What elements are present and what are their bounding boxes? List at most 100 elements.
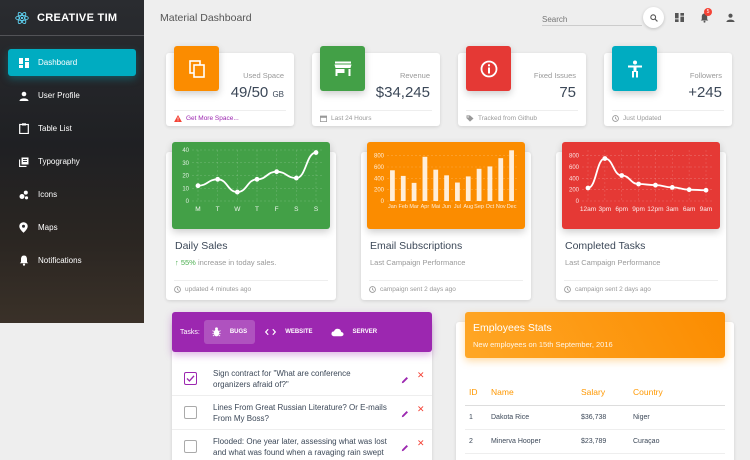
- person-icon: [726, 13, 735, 22]
- table-cell: $23,789: [577, 429, 629, 454]
- table-cell: Minerva Hooper: [487, 429, 577, 454]
- stat-value: 49/50 GB: [230, 84, 284, 101]
- sidebar-item-notifications[interactable]: Notifications: [8, 247, 136, 274]
- chart-subtitle: ↑ 55% increase in today sales.: [175, 258, 277, 267]
- x-tick-label: Mai: [431, 204, 440, 210]
- y-tick-label: 600: [569, 165, 580, 171]
- close-icon[interactable]: ✕: [417, 404, 425, 414]
- calendar-icon: [320, 115, 327, 122]
- bar: [509, 150, 514, 201]
- table-cell: 2: [465, 429, 487, 454]
- x-tick-label: S: [314, 206, 319, 213]
- get-more-space-link[interactable]: Get More Space...: [186, 115, 239, 122]
- x-tick-label: Jun: [442, 204, 451, 210]
- y-tick-label: 800: [374, 154, 385, 160]
- search-icon: [649, 13, 658, 22]
- y-tick-label: 400: [569, 176, 580, 182]
- tab-bugs[interactable]: BUGS: [203, 320, 256, 344]
- dashboard-menu-button[interactable]: [674, 12, 685, 23]
- edit-icon[interactable]: [401, 371, 409, 389]
- task-checkbox[interactable]: [184, 440, 197, 453]
- x-tick-label: Apr: [421, 204, 430, 210]
- bar: [498, 158, 504, 201]
- email-subscriptions-chart: 0 200 400 600 800 Jan Feb Mar Apr Mai Jun Jul Aug Sep…: [367, 142, 525, 229]
- check-icon: [186, 375, 195, 382]
- task-checkbox[interactable]: [184, 406, 197, 419]
- x-tick-label: Aug: [463, 204, 473, 210]
- sidebar-item-dashboard[interactable]: Dashboard: [8, 49, 136, 76]
- column-header: Country: [629, 385, 725, 406]
- sidebar-item-label: Table List: [38, 124, 72, 133]
- tab-server[interactable]: SERVER: [323, 320, 386, 344]
- tab-website[interactable]: WEBSITE: [257, 320, 320, 344]
- stat-footer-text: Tracked from Github: [478, 115, 538, 122]
- dashboard-icon: [675, 13, 684, 22]
- x-tick-label: F: [275, 206, 279, 213]
- data-point: [653, 182, 658, 188]
- search-button[interactable]: [643, 7, 664, 28]
- sidebar-nav: Dashboard User Profile Table List Typogr…: [0, 49, 144, 274]
- task-text: Flooded: One year later, assessing what …: [213, 437, 387, 457]
- task-checkbox[interactable]: [184, 372, 197, 385]
- copy-icon: [188, 59, 205, 78]
- completed-tasks-chart-svg: 0 200 400 600 800 12am 3pm 6pm 9pm 12pm 3am 6am 9am: [569, 150, 712, 213]
- x-tick-label: Jan: [388, 204, 397, 210]
- data-point: [585, 185, 591, 191]
- y-tick-label: 200: [374, 188, 385, 194]
- stat-icon-box: [174, 46, 219, 91]
- x-tick-label: Feb: [399, 204, 408, 210]
- search-input[interactable]: [542, 10, 642, 26]
- sidebar-item-user-profile[interactable]: User Profile: [8, 82, 136, 109]
- accessibility-icon: [627, 60, 642, 77]
- task-row: Flooded: One year later, assessing what …: [172, 430, 432, 460]
- brand[interactable]: CREATIVE TIM: [0, 0, 144, 36]
- close-icon[interactable]: ✕: [417, 438, 425, 448]
- table-row: 2 Minerva Hooper $23,789 Curaçao: [465, 429, 725, 454]
- daily-sales-chart: 0 10 20 30 40 M T W T F S S: [172, 142, 330, 229]
- sidebar-item-icons[interactable]: Icons: [8, 181, 136, 208]
- task-row: Sign contract for "What are conference o…: [172, 362, 432, 396]
- clipboard-icon: [18, 123, 29, 134]
- chart-subtitle: Last Campaign Performance: [565, 258, 661, 267]
- data-point: [636, 181, 641, 187]
- update-icon: [612, 115, 619, 122]
- chart-title: Email Subscriptions: [370, 240, 463, 252]
- edit-icon[interactable]: [401, 439, 409, 457]
- daily-sales-chart-svg: 0 10 20 30 40 M T W T F S S: [182, 148, 322, 213]
- sidebar-item-typography[interactable]: Typography: [8, 148, 136, 175]
- table-cell: Niger: [629, 405, 725, 430]
- y-tick-label: 800: [569, 154, 580, 160]
- bell-icon: [18, 255, 29, 266]
- x-tick-label: Dec: [507, 204, 517, 210]
- stat-category: Revenue: [399, 71, 430, 80]
- column-header: ID: [465, 385, 487, 406]
- x-tick-label: 12pm: [647, 206, 663, 213]
- stat-footer: Get More Space...: [174, 110, 286, 122]
- task-row: Lines From Great Russian Literature? Or …: [172, 396, 432, 430]
- sidebar-item-label: Maps: [38, 223, 58, 232]
- sidebar-item-maps[interactable]: Maps: [8, 214, 136, 241]
- chart-card-daily-sales: 0 10 20 30 40 M T W T F S S Daily Sales ↑ 55% incre…: [166, 142, 336, 300]
- table-cell: Curaçao: [629, 429, 725, 454]
- bar: [476, 168, 482, 201]
- table-cell: 1: [465, 405, 487, 430]
- sidebar-item-table-list[interactable]: Table List: [8, 115, 136, 142]
- employees-card: Employees Stats New employees on 15th Se…: [456, 312, 734, 460]
- data-point: [293, 175, 299, 181]
- chart-title: Completed Tasks: [565, 240, 646, 252]
- data-point: [669, 185, 675, 190]
- notification-count-badge: 5: [704, 8, 712, 16]
- series-line: [587, 157, 707, 192]
- close-icon[interactable]: ✕: [417, 370, 425, 380]
- column-header: Salary: [577, 385, 629, 406]
- employees-header: Employees Stats New employees on 15th Se…: [465, 312, 725, 358]
- data-point: [703, 187, 709, 193]
- employees-subtitle: New employees on 15th September, 2016: [473, 340, 613, 349]
- employees-title: Employees Stats: [473, 322, 552, 334]
- profile-button[interactable]: [725, 12, 736, 23]
- edit-icon[interactable]: [401, 405, 409, 423]
- bar: [487, 166, 493, 201]
- cloud-icon: [330, 328, 344, 337]
- x-tick-label: 3pm: [599, 206, 612, 213]
- y-tick-label: 200: [569, 188, 580, 194]
